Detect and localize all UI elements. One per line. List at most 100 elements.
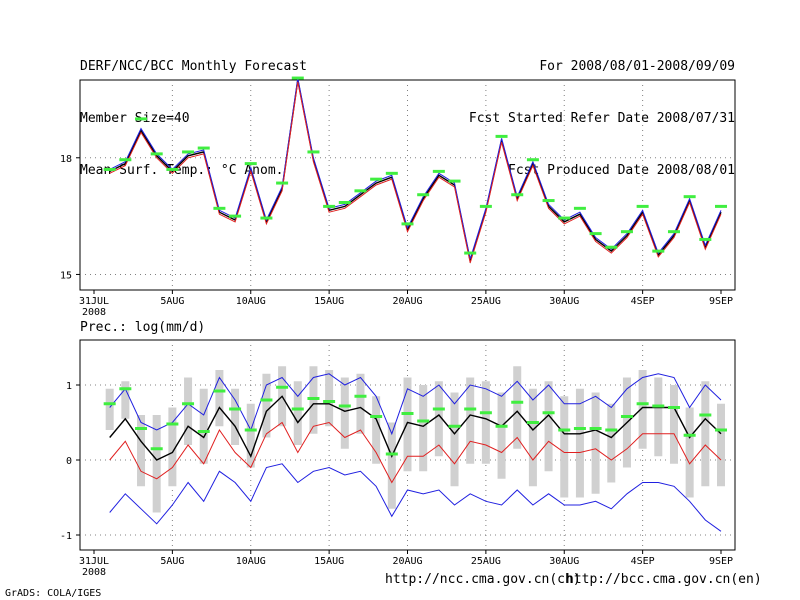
precip-marker [276, 385, 289, 389]
temp-xtick-label: 20AUG [392, 296, 422, 307]
temp-marker [542, 199, 555, 203]
temp-marker [715, 204, 727, 208]
temp-marker [479, 204, 492, 208]
precip-range-box [231, 388, 240, 445]
precip-marker [135, 427, 148, 430]
precip-marker [526, 421, 539, 424]
precip-range-box [434, 381, 443, 457]
precip-marker [636, 402, 649, 406]
temp-marker [636, 204, 649, 208]
precip-marker [166, 422, 179, 426]
temp-marker [511, 193, 524, 197]
precip-xtick-label: 25AUG [471, 556, 501, 567]
temp-marker [417, 193, 430, 197]
precip-xtick-label: 31JUL [79, 556, 109, 567]
temp-marker [276, 181, 289, 185]
forecast-period: For 2008/08/01-2008/09/09 [539, 59, 735, 74]
precip-marker [715, 428, 727, 432]
precip-range-box [262, 373, 271, 438]
precip-marker [417, 419, 430, 423]
temp-marker [683, 195, 696, 199]
precip-range-box [105, 388, 114, 430]
precip-range-box [246, 403, 255, 468]
precip-marker [495, 424, 508, 428]
precip-xtick-label: 30AUG [549, 556, 579, 567]
precip-marker [479, 411, 492, 415]
precip-marker [213, 389, 226, 393]
temp-marker [119, 158, 132, 162]
temp-marker [166, 167, 179, 171]
temp-marker [589, 232, 602, 236]
precip-marker [558, 428, 571, 432]
temp-marker [401, 222, 414, 226]
temp-marker [573, 206, 586, 210]
ncc-link[interactable]: http://ncc.cma.gov.cn(ch) [385, 572, 581, 587]
precip-marker [197, 430, 210, 433]
precip-range-box [544, 381, 553, 472]
precip-marker [589, 427, 602, 430]
temp-xtick-label: 31JUL [79, 296, 109, 307]
bcc-link[interactable]: http://bcc.cma.gov.cn(en) [566, 572, 762, 587]
precip-marker [323, 400, 336, 403]
precip-marker [291, 407, 304, 411]
precip-marker [103, 402, 116, 406]
precip-range-box [685, 407, 694, 498]
temp-marker [620, 230, 633, 234]
temp-marker [291, 76, 304, 80]
precip-range-box [215, 370, 224, 427]
precip-ytick-label: 1 [66, 381, 72, 392]
temp-series-upper [109, 78, 722, 260]
precip-series-lower [109, 421, 722, 484]
temp-marker [323, 204, 336, 208]
precip-marker [511, 400, 524, 404]
precip-marker [150, 447, 163, 451]
precip-range-box [293, 381, 302, 445]
temp-marker [135, 117, 148, 121]
precip-range-box [466, 377, 475, 464]
temp-marker [558, 216, 571, 220]
precip-range-box [575, 388, 584, 498]
precip-range-box [638, 370, 647, 449]
temp-ytick-label: 15 [60, 270, 72, 281]
temp-marker [197, 146, 210, 150]
precip-range-box [450, 392, 459, 487]
precip-range-box [669, 385, 678, 464]
temp-marker [495, 134, 508, 138]
temp-marker [370, 177, 383, 181]
precip-marker [432, 407, 445, 411]
precip-range-box [403, 377, 412, 472]
grads-credit: GrADS: COLA/IGES [5, 588, 102, 599]
precip-series-min [109, 463, 722, 532]
precip-marker [260, 398, 273, 402]
precip-range-box [152, 415, 161, 513]
precip-marker [354, 394, 367, 398]
temp-xtick-label: 30AUG [549, 296, 579, 307]
forecast-title: DERF/NCC/BCC Monthly Forecast [80, 59, 307, 74]
precip-marker [338, 404, 351, 408]
precip-marker [385, 452, 398, 456]
precip-x-sublabel: 2008 [82, 567, 106, 578]
temp-marker [150, 152, 163, 156]
precip-xtick-label: 10AUG [236, 556, 266, 567]
precip-xtick-label: 20AUG [392, 556, 422, 567]
precip-range-box [387, 422, 396, 509]
precip-xtick-label: 5AUG [160, 556, 184, 567]
precip-range-box [121, 381, 130, 419]
precip-marker [652, 404, 665, 408]
precip-marker [401, 412, 414, 415]
temp-xtick-label: 9SEP [709, 296, 733, 307]
temp-xtick-label: 10AUG [236, 296, 266, 307]
precip-range-box [528, 388, 537, 487]
temp-xtick-label: 25AUG [471, 296, 501, 307]
temp-marker [464, 251, 477, 255]
precip-range-box [560, 396, 569, 498]
temp-marker [385, 171, 398, 175]
precip-range-box [372, 396, 381, 464]
temp-series-lower [109, 81, 722, 263]
temp-marker [699, 237, 712, 241]
precip-title: Prec.: log(mm/d) [80, 320, 206, 335]
temp-ytick-label: 18 [60, 154, 72, 165]
precip-marker [699, 413, 712, 417]
precip-marker [605, 428, 618, 432]
precip-range-box [419, 385, 428, 472]
